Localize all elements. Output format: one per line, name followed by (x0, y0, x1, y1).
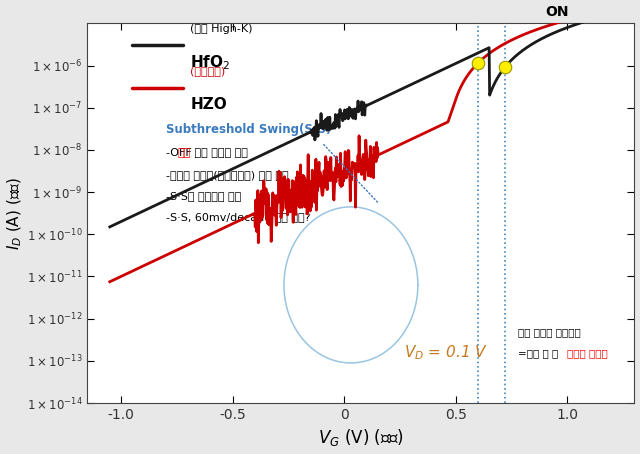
Text: 문턱 전압이 낮아졌다: 문턱 전압이 낮아졌다 (518, 327, 581, 337)
X-axis label: $V_G$ (V) (전압): $V_G$ (V) (전압) (318, 428, 404, 449)
Text: -S·S, 60mv/decade 이하 가능?: -S·S, 60mv/decade 이하 가능? (166, 212, 310, 222)
Text: HZO: HZO (190, 97, 227, 112)
Text: (일반 High-K): (일반 High-K) (190, 24, 253, 34)
Y-axis label: $I_D$ (A) (전류): $I_D$ (A) (전류) (6, 177, 24, 250)
Text: ON: ON (545, 5, 569, 19)
Text: $V_D$ = 0.1 V: $V_D$ = 0.1 V (404, 344, 488, 362)
Text: -기울기 클수록(비탈질수록) 소모 적음: -기울기 클수록(비탈질수록) 소모 적음 (166, 170, 288, 180)
Text: 전력 소모와 관계: 전력 소모와 관계 (191, 148, 248, 158)
Text: -S·S는 기울기의 역수: -S·S는 기울기의 역수 (166, 191, 241, 201)
Text: -OFF: -OFF (166, 148, 195, 158)
Text: HfO$_2$: HfO$_2$ (190, 53, 230, 72)
Text: 상태: 상태 (178, 148, 191, 158)
Text: (강유전체): (강유전체) (190, 66, 225, 76)
Text: 전력이 줄었다: 전력이 줄었다 (568, 348, 608, 358)
Text: =소자 켤 때: =소자 켤 때 (518, 348, 562, 358)
Text: Subthreshold Swing(S·S): Subthreshold Swing(S·S) (166, 123, 331, 136)
